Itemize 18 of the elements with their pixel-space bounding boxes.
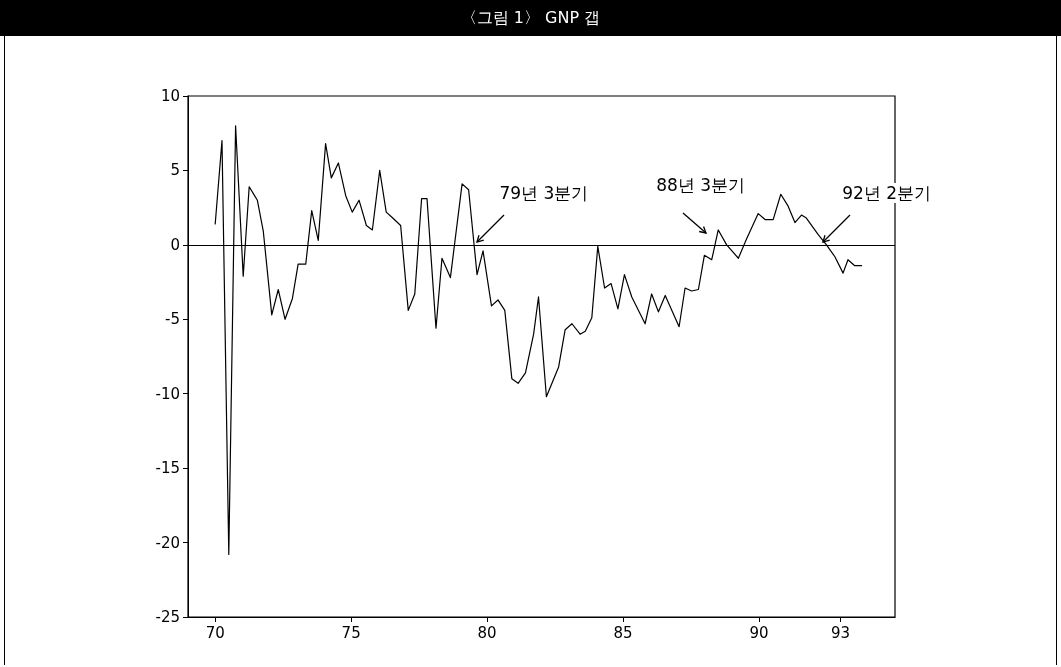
annotation: 88년 3분기 — [656, 174, 746, 195]
annotation: 79년 3분기 — [499, 182, 589, 203]
annotation: 92년 2분기 — [842, 182, 932, 203]
x-tick-label: 80 — [477, 623, 497, 642]
x-tick-label: 70 — [205, 623, 225, 642]
y-tick-label: -15 — [155, 459, 180, 478]
y-tick-label: 10 — [160, 87, 180, 105]
y-tick-label: 5 — [170, 161, 180, 180]
y-tick-label: -25 — [155, 608, 180, 626]
y-tick-label: -5 — [165, 310, 180, 329]
x-tick-label: 93 — [831, 623, 851, 642]
x-tick-label: 75 — [341, 623, 361, 642]
y-tick-label: -20 — [155, 533, 180, 552]
y-tick-label: -10 — [155, 384, 180, 403]
x-tick-label: 85 — [613, 623, 633, 642]
x-tick-label: 90 — [749, 623, 769, 642]
y-tick-label: 0 — [170, 235, 180, 254]
chart-title: 〈그림 1〉 GNP 갭 — [0, 0, 1061, 36]
